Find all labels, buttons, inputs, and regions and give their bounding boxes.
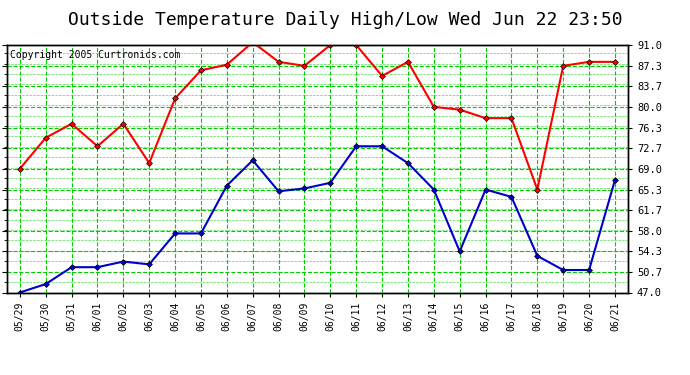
Text: Outside Temperature Daily High/Low Wed Jun 22 23:50: Outside Temperature Daily High/Low Wed J… bbox=[68, 11, 622, 29]
Text: Copyright 2005 Curtronics.com: Copyright 2005 Curtronics.com bbox=[10, 50, 180, 60]
